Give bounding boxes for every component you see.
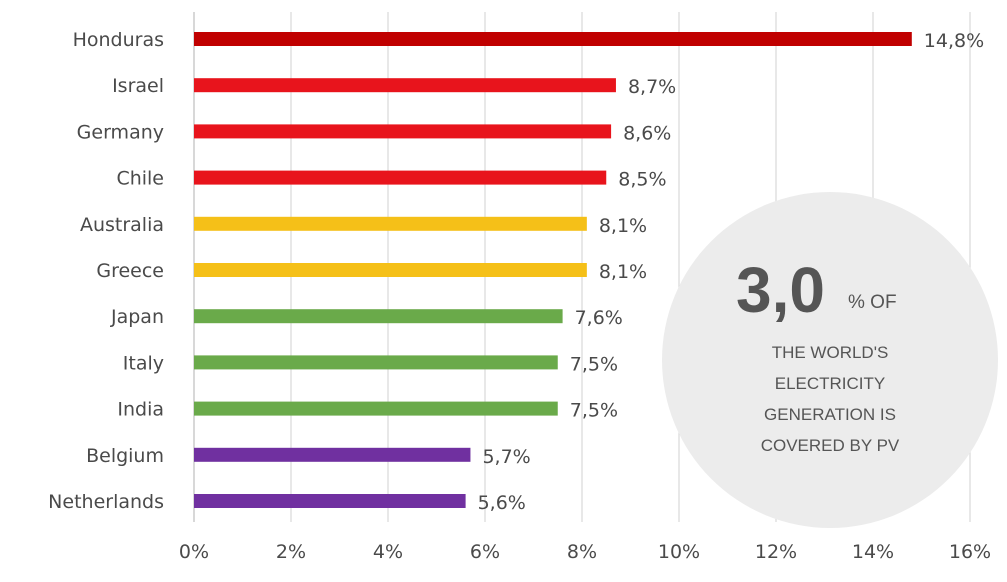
- callout-line-4: COVERED BY PV: [761, 436, 900, 455]
- bar: [194, 355, 558, 370]
- category-labels: Honduras Israel Germany Chile Australia Greec…: [48, 29, 164, 513]
- callout-line-1: THE WORLD'S: [772, 343, 889, 362]
- bar: [194, 124, 612, 139]
- value-label: 5,6%: [478, 492, 526, 514]
- category-label: Netherlands: [48, 491, 164, 513]
- value-label: 8,6%: [623, 122, 671, 144]
- callout-circle: [662, 192, 998, 528]
- category-label: Israel: [112, 75, 164, 97]
- value-label: 7,5%: [570, 353, 618, 375]
- x-tick-label: 0%: [179, 541, 209, 563]
- value-label: 8,5%: [618, 169, 666, 191]
- value-labels: 14,8% 8,7% 8,6% 8,5% 8,1% 8,1% 7,6% 7,5% 7,5% 5,7…: [478, 30, 985, 514]
- x-tick-label: 4%: [373, 541, 403, 563]
- x-tick-label: 14%: [852, 541, 894, 563]
- callout-unit: % OF: [848, 292, 897, 313]
- x-tick-label: 16%: [949, 541, 991, 563]
- category-label: Australia: [80, 214, 164, 236]
- value-label: 8,7%: [628, 76, 676, 98]
- category-label: Greece: [96, 260, 164, 282]
- bar: [194, 216, 587, 231]
- pv-share-callout: 3,0 % OF THE WORLD'S ELECTRICITY GENERAT…: [662, 192, 998, 528]
- bar: [194, 309, 563, 324]
- bar: [194, 494, 466, 508]
- bar: [194, 447, 471, 462]
- callout-line-2: ELECTRICITY: [775, 374, 886, 393]
- bar: [194, 32, 912, 46]
- value-label: 8,1%: [599, 215, 647, 237]
- value-label: 14,8%: [924, 30, 984, 52]
- value-label: 8,1%: [599, 261, 647, 283]
- category-label: Honduras: [73, 29, 164, 51]
- category-label: Chile: [116, 168, 164, 190]
- category-label: Belgium: [86, 445, 164, 467]
- x-tick-label: 2%: [276, 541, 306, 563]
- category-label: Germany: [77, 121, 164, 143]
- category-label: India: [117, 399, 164, 421]
- bar: [194, 78, 616, 93]
- x-tick-label: 8%: [567, 541, 597, 563]
- bar: [194, 401, 558, 416]
- bar: [194, 263, 587, 277]
- bar: [194, 170, 607, 185]
- x-axis-tick-labels: 0% 2% 4% 6% 8% 10% 12% 14% 16%: [179, 541, 991, 563]
- x-tick-label: 12%: [755, 541, 797, 563]
- category-label: Italy: [123, 352, 164, 374]
- bars: [194, 32, 912, 508]
- callout-big-value: 3,0: [736, 254, 825, 326]
- x-tick-label: 6%: [470, 541, 500, 563]
- value-label: 5,7%: [482, 446, 530, 468]
- callout-line-3: GENERATION IS: [764, 405, 896, 424]
- category-label: Japan: [110, 306, 164, 328]
- value-label: 7,5%: [570, 400, 618, 422]
- x-tick-label: 10%: [658, 541, 700, 563]
- value-label: 7,6%: [575, 307, 623, 329]
